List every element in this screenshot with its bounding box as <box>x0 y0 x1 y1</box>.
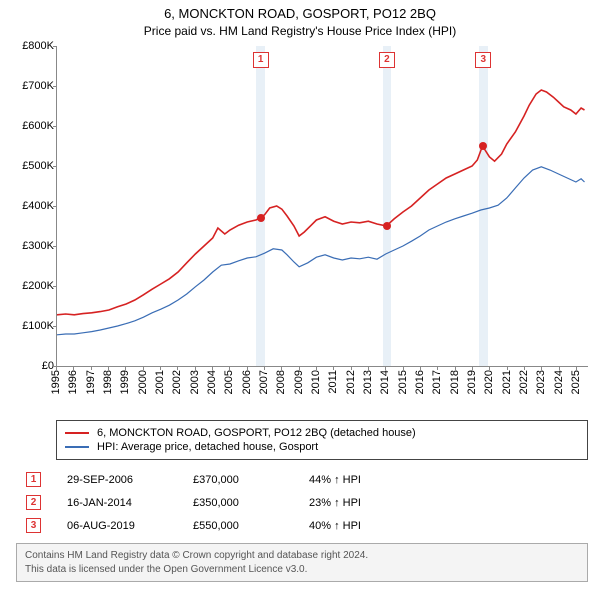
x-tick-label: 2012 <box>345 370 357 394</box>
sale-date: 29-SEP-2006 <box>67 474 167 486</box>
x-tick-label: 2000 <box>137 370 149 394</box>
sale-pct: 23% ↑ HPI <box>309 497 419 509</box>
page-subtitle: Price paid vs. HM Land Registry's House … <box>0 24 600 38</box>
sales-table: 1 29-SEP-2006 £370,000 44% ↑ HPI 2 16-JAN-201… <box>26 468 588 537</box>
sale-row: 1 29-SEP-2006 £370,000 44% ↑ HPI <box>26 468 588 491</box>
x-tick-label: 2018 <box>449 370 461 394</box>
legend-swatch <box>65 446 89 448</box>
x-tick-label: 2014 <box>379 370 391 394</box>
legend-item: 6, MONCKTON ROAD, GOSPORT, PO12 2BQ (det… <box>65 426 579 440</box>
x-tick-label: 2004 <box>206 370 218 394</box>
legend-swatch <box>65 432 89 434</box>
x-tick-label: 2020 <box>483 370 495 394</box>
x-tick-label: 1996 <box>67 370 79 394</box>
x-axis-labels: 1995199619971998199920002001200220032004… <box>56 366 588 416</box>
x-tick-label: 2019 <box>466 370 478 394</box>
sale-price: £370,000 <box>193 474 283 486</box>
y-tick-label: £400K <box>22 200 54 212</box>
x-tick-label: 1997 <box>85 370 97 394</box>
y-tick-label: £600K <box>22 120 54 132</box>
legend-label: HPI: Average price, detached house, Gosp… <box>97 441 318 453</box>
x-tick-label: 2021 <box>501 370 513 394</box>
x-tick-label: 2001 <box>154 370 166 394</box>
line-svg <box>57 46 588 366</box>
x-tick-label: 2015 <box>397 370 409 394</box>
x-tick-label: 2017 <box>431 370 443 394</box>
sale-price: £550,000 <box>193 520 283 532</box>
sale-row: 3 06-AUG-2019 £550,000 40% ↑ HPI <box>26 514 588 537</box>
sale-price: £350,000 <box>193 497 283 509</box>
hpi-line <box>57 167 585 335</box>
y-tick-label: £100K <box>22 320 54 332</box>
sale-dot <box>383 222 391 230</box>
x-tick-label: 2006 <box>241 370 253 394</box>
y-tick-label: £800K <box>22 40 54 52</box>
x-tick-label: 2025 <box>570 370 582 394</box>
y-tick-label: £500K <box>22 160 54 172</box>
footer-line-1: Contains HM Land Registry data © Crown c… <box>25 549 579 563</box>
chart-area: £0£100K£200K£300K£400K£500K£600K£700K£80… <box>12 46 588 416</box>
sale-pct: 40% ↑ HPI <box>309 520 419 532</box>
legend: 6, MONCKTON ROAD, GOSPORT, PO12 2BQ (det… <box>56 420 588 460</box>
sale-row-marker: 3 <box>26 518 41 533</box>
sale-dot <box>257 214 265 222</box>
x-tick-label: 1999 <box>119 370 131 394</box>
x-tick-label: 1998 <box>102 370 114 394</box>
x-tick-label: 2013 <box>362 370 374 394</box>
x-tick-label: 2011 <box>327 370 339 394</box>
x-tick-label: 2023 <box>535 370 547 394</box>
x-tick-label: 2002 <box>171 370 183 394</box>
sale-marker-3: 3 <box>475 52 491 68</box>
x-tick-label: 2009 <box>293 370 305 394</box>
sale-pct: 44% ↑ HPI <box>309 474 419 486</box>
sale-marker-2: 2 <box>379 52 395 68</box>
sale-date: 16-JAN-2014 <box>67 497 167 509</box>
y-tick-label: £700K <box>22 80 54 92</box>
sale-date: 06-AUG-2019 <box>67 520 167 532</box>
x-tick-label: 2005 <box>223 370 235 394</box>
legend-label: 6, MONCKTON ROAD, GOSPORT, PO12 2BQ (det… <box>97 427 416 439</box>
sale-row-marker: 1 <box>26 472 41 487</box>
x-tick-label: 2003 <box>189 370 201 394</box>
plot-area: 1 2 3 <box>56 46 588 367</box>
sale-marker-1: 1 <box>253 52 269 68</box>
x-tick-label: 2024 <box>553 370 565 394</box>
x-tick-label: 2022 <box>518 370 530 394</box>
sale-dot <box>479 142 487 150</box>
footer-line-2: This data is licensed under the Open Gov… <box>25 563 579 577</box>
x-tick-label: 2010 <box>310 370 322 394</box>
sale-row-marker: 2 <box>26 495 41 510</box>
property-line <box>57 90 585 315</box>
page-title: 6, MONCKTON ROAD, GOSPORT, PO12 2BQ <box>0 6 600 21</box>
footer-attribution: Contains HM Land Registry data © Crown c… <box>16 543 588 582</box>
x-tick-label: 2008 <box>275 370 287 394</box>
y-tick-label: £200K <box>22 280 54 292</box>
x-tick-label: 2007 <box>258 370 270 394</box>
y-tick-label: £300K <box>22 240 54 252</box>
y-axis-labels: £0£100K£200K£300K£400K£500K£600K£700K£80… <box>12 46 56 366</box>
legend-item: HPI: Average price, detached house, Gosp… <box>65 440 579 454</box>
x-tick-label: 1995 <box>50 370 62 394</box>
sale-row: 2 16-JAN-2014 £350,000 23% ↑ HPI <box>26 491 588 514</box>
x-tick-label: 2016 <box>414 370 426 394</box>
